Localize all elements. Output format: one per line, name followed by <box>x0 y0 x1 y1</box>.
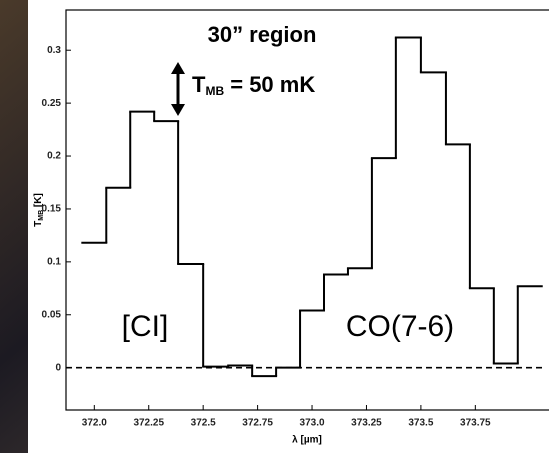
y-tick-label: 0.1 <box>47 256 61 267</box>
ylabel-sub: MB <box>38 210 45 221</box>
x-tick-label: 372.5 <box>191 418 216 429</box>
x-tick-label: 373.0 <box>300 418 325 429</box>
scale-suffix: = 50 mK <box>224 72 315 97</box>
y-tick-label: 0.15 <box>42 204 62 215</box>
plot-frame <box>65 9 549 411</box>
ylabel-main: T <box>33 221 44 227</box>
x-tick-label: 373.75 <box>460 418 491 429</box>
x-tick-label: 372.25 <box>133 418 164 429</box>
y-axis-label: TMB [K] <box>33 193 45 227</box>
x-tick-label: 373.25 <box>351 418 382 429</box>
x-tick-label: 373.5 <box>408 418 433 429</box>
ylabel-suffix: [K] <box>33 193 44 210</box>
y-tick-label: 0.3 <box>47 45 61 56</box>
annotation-line1: [CI] <box>122 310 169 343</box>
y-tick-label: 0.05 <box>42 309 62 320</box>
scale-arrow <box>171 62 185 116</box>
annotation-line2: CO(7-6) <box>346 310 454 343</box>
y-tick-label: 0.2 <box>47 151 61 162</box>
annotation-scale: TMB = 50 mK <box>192 72 315 98</box>
y-tick-label: 0.25 <box>42 98 62 109</box>
x-tick-label: 372.75 <box>242 418 273 429</box>
annotation-region: 30” region <box>208 22 317 47</box>
panel <box>28 0 549 453</box>
x-axis-label: λ [µm] <box>292 435 322 446</box>
scale-sub: MB <box>205 84 224 98</box>
y-tick-label: 0 <box>55 362 61 373</box>
scale-main: T <box>192 72 206 97</box>
x-tick-label: 372.0 <box>82 418 107 429</box>
